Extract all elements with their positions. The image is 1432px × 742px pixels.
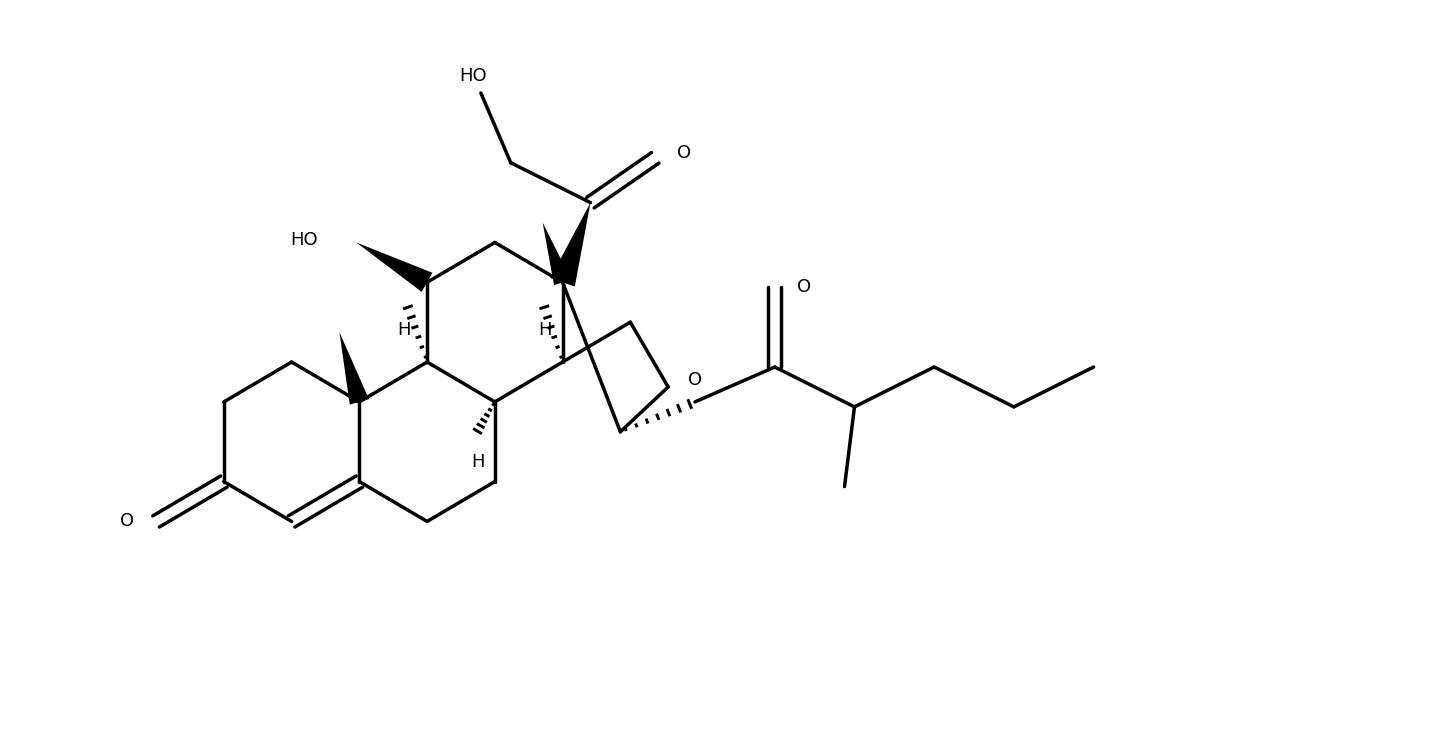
Text: O: O <box>796 278 811 296</box>
Text: H: H <box>538 321 551 339</box>
Text: HO: HO <box>291 232 318 249</box>
Text: O: O <box>687 371 702 389</box>
Polygon shape <box>543 223 571 285</box>
Text: O: O <box>677 144 692 162</box>
Text: H: H <box>471 453 484 470</box>
Text: HO: HO <box>460 67 487 85</box>
Polygon shape <box>339 332 369 404</box>
Polygon shape <box>550 203 590 286</box>
Text: O: O <box>120 513 135 531</box>
Polygon shape <box>357 243 432 292</box>
Text: H: H <box>398 321 411 339</box>
